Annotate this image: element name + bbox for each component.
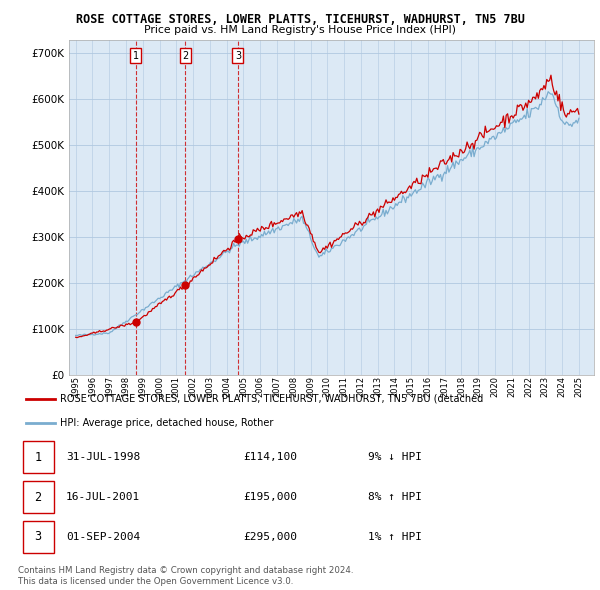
- Bar: [23, 522, 53, 553]
- Text: £195,000: £195,000: [244, 492, 298, 502]
- Text: 1: 1: [133, 51, 139, 61]
- Text: £295,000: £295,000: [244, 532, 298, 542]
- Text: 8% ↑ HPI: 8% ↑ HPI: [368, 492, 422, 502]
- Text: 16-JUL-2001: 16-JUL-2001: [66, 492, 140, 502]
- Text: £114,100: £114,100: [244, 452, 298, 462]
- Text: Price paid vs. HM Land Registry's House Price Index (HPI): Price paid vs. HM Land Registry's House …: [144, 25, 456, 35]
- Text: ROSE COTTAGE STORES, LOWER PLATTS, TICEHURST, WADHURST, TN5 7BU (detached: ROSE COTTAGE STORES, LOWER PLATTS, TICEH…: [60, 394, 484, 404]
- Text: 31-JUL-1998: 31-JUL-1998: [66, 452, 140, 462]
- Text: ROSE COTTAGE STORES, LOWER PLATTS, TICEHURST, WADHURST, TN5 7BU: ROSE COTTAGE STORES, LOWER PLATTS, TICEH…: [76, 13, 524, 26]
- Text: HPI: Average price, detached house, Rother: HPI: Average price, detached house, Roth…: [60, 418, 274, 428]
- Text: 3: 3: [34, 530, 41, 543]
- Text: This data is licensed under the Open Government Licence v3.0.: This data is licensed under the Open Gov…: [18, 577, 293, 586]
- Text: 9% ↓ HPI: 9% ↓ HPI: [368, 452, 422, 462]
- Text: Contains HM Land Registry data © Crown copyright and database right 2024.: Contains HM Land Registry data © Crown c…: [18, 566, 353, 575]
- Text: 2: 2: [182, 51, 188, 61]
- Text: 01-SEP-2004: 01-SEP-2004: [66, 532, 140, 542]
- Bar: [23, 441, 53, 473]
- Text: 1% ↑ HPI: 1% ↑ HPI: [368, 532, 422, 542]
- Text: 3: 3: [235, 51, 241, 61]
- Text: 1: 1: [34, 451, 41, 464]
- Text: 2: 2: [34, 490, 41, 504]
- Bar: [23, 481, 53, 513]
